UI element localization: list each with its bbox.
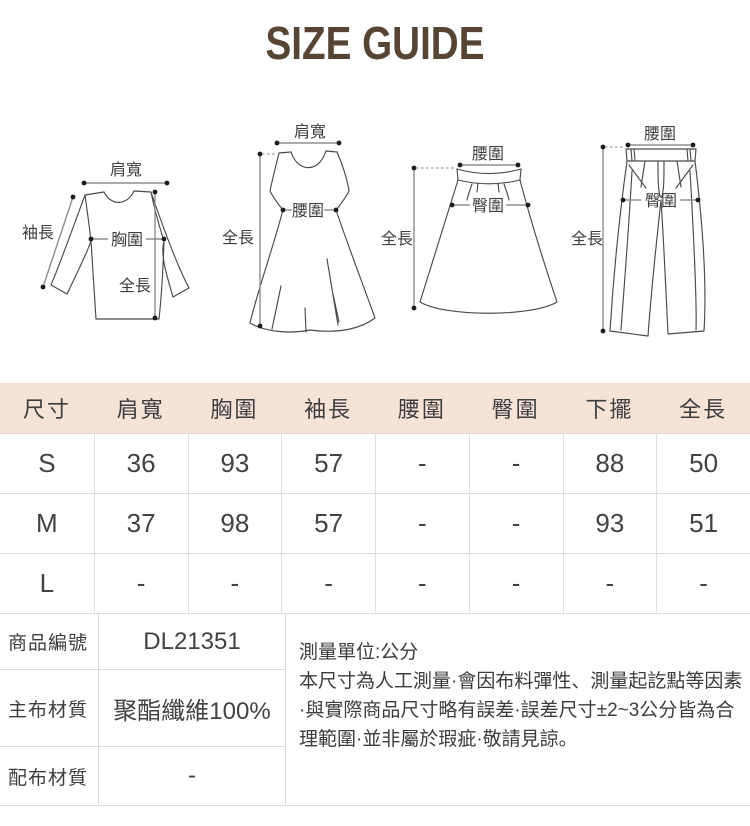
skirt-length-label: 全長	[381, 230, 413, 248]
measurement-note-body: 本尺寸為人工測量·會因布料彈性、測量起訖點等因素·與實際商品尺寸略有誤差·誤差尺…	[299, 671, 743, 750]
header-size: 尺寸	[22, 397, 71, 422]
measurement-unit-line: 測量單位:公分	[299, 642, 419, 663]
table-row-s: S 36 93 57 - - 88 50	[0, 434, 750, 494]
header-waist: 腰圍	[397, 397, 446, 422]
value-cell: -	[375, 554, 469, 614]
product-info-section: 商品編號 DL21351 測量單位:公分 本尺寸為人工測量·會因布料彈性、測量起…	[0, 614, 750, 806]
value-cell: 57	[281, 494, 375, 554]
top-sleeve-label: 袖長	[22, 224, 54, 242]
header-length: 全長	[679, 397, 728, 422]
pants-length-label: 全長	[571, 230, 603, 248]
value-cell: 93	[187, 434, 282, 494]
size-table-header-row: 尺寸 肩寬 胸圍 袖長 腰圍 臀圍 下擺 全長	[0, 383, 750, 433]
value-cell: 98	[187, 494, 282, 554]
value-cell: -	[93, 554, 188, 614]
measurement-diagrams: 肩寬 袖長 胸圍 全長 肩寬 全長 腰圍 腰圍	[0, 66, 750, 383]
product-code-label: 商品編號	[0, 614, 99, 670]
skirt-waist-label: 腰圍	[472, 145, 504, 163]
dress-length-label: 全長	[222, 229, 254, 247]
value-cell: -	[281, 554, 375, 614]
value-cell: 57	[281, 434, 375, 494]
size-table: 尺寸 肩寬 胸圍 袖長 腰圍 臀圍 下擺 全長 S 36 93 57 - - 8…	[0, 383, 750, 614]
table-row-m: M 37 98 57 - - 93 51	[0, 494, 750, 554]
value-cell: 51	[656, 494, 750, 554]
value-cell: 36	[93, 434, 188, 494]
skirt-hip-label: 臀圍	[472, 198, 504, 215]
top-bust-label: 胸圍	[111, 231, 143, 249]
value-cell: -	[468, 554, 563, 614]
pants-hip-label: 臀圍	[645, 193, 677, 210]
table-row-l: L - - - - - - -	[0, 554, 750, 614]
value-cell: 93	[562, 494, 657, 554]
value-cell: -	[468, 494, 563, 554]
top-garment-diagram: 肩寬 袖長 胸圍 全長	[22, 161, 190, 321]
value-cell: -	[187, 554, 282, 614]
secondary-fabric-label: 配布材質	[0, 747, 99, 805]
header-bust: 胸圍	[210, 397, 259, 422]
value-cell: -	[468, 434, 563, 494]
size-cell: S	[0, 434, 94, 494]
size-cell: L	[0, 554, 94, 614]
size-cell: M	[0, 494, 94, 554]
main-fabric-value: 聚酯纖維100%	[99, 670, 285, 747]
value-cell: -	[375, 494, 469, 554]
value-cell: 88	[562, 434, 657, 494]
dress-shoulder-label: 肩寬	[294, 123, 326, 141]
header-hip: 臀圍	[491, 397, 540, 422]
skirt-diagram: 腰圍 全長 臀圍	[381, 145, 558, 314]
dress-diagram: 肩寬 全長 腰圍	[222, 123, 376, 333]
secondary-fabric-value: -	[188, 762, 196, 789]
value-cell: -	[562, 554, 657, 614]
page-title: SIZE GUIDE	[265, 17, 485, 69]
product-code-value: DL21351	[99, 614, 285, 670]
header-hem: 下擺	[585, 397, 634, 422]
top-length-label: 全長	[119, 277, 151, 295]
header-shoulder: 肩寬	[116, 397, 165, 422]
dress-waist-label: 腰圍	[292, 202, 324, 220]
pants-diagram: 腰圍 全長 臀圍	[571, 125, 706, 337]
main-fabric-label: 主布材質	[0, 670, 99, 747]
value-cell: -	[375, 434, 469, 494]
pants-waist-label: 腰圍	[644, 125, 676, 143]
top-shoulder-label: 肩寬	[110, 161, 142, 179]
size-table-body: S 36 93 57 - - 88 50 M 37 98 57 - - 93 5…	[0, 433, 750, 614]
value-cell: -	[656, 554, 750, 614]
header-sleeve: 袖長	[304, 397, 353, 422]
value-cell: 37	[93, 494, 188, 554]
measurement-note: 測量單位:公分 本尺寸為人工測量·會因布料彈性、測量起訖點等因素·與實際商品尺寸…	[285, 614, 750, 805]
value-cell: 50	[656, 434, 750, 494]
